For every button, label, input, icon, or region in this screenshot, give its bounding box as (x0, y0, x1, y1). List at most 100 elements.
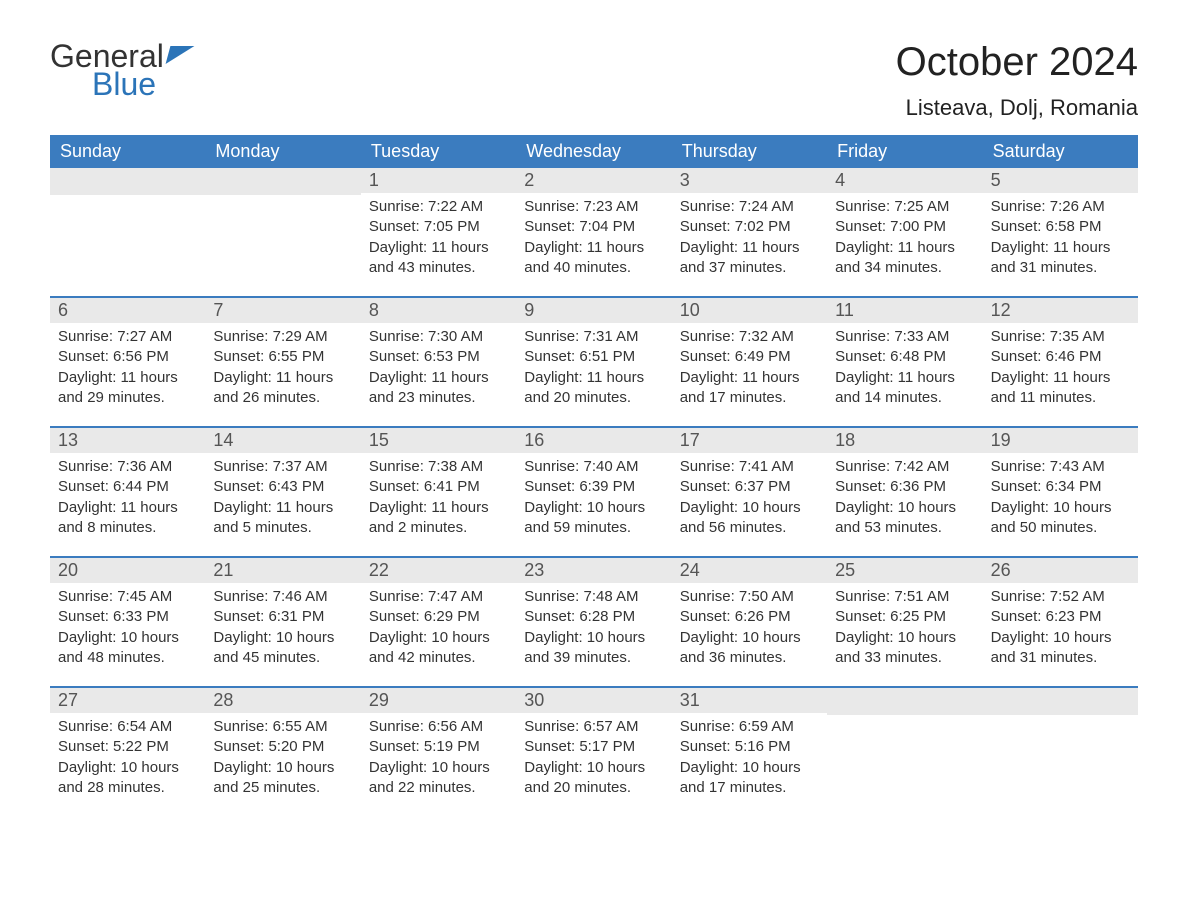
day-number: 30 (516, 688, 671, 713)
sunrise-line: Sunrise: 7:50 AM (680, 587, 819, 607)
day-number: 21 (205, 558, 360, 583)
day-body: Sunrise: 7:29 AMSunset: 6:55 PMDaylight:… (205, 323, 360, 420)
sunset-line: Sunset: 6:55 PM (213, 347, 352, 367)
sunset-line: Sunset: 6:44 PM (58, 477, 197, 497)
day-body: Sunrise: 7:32 AMSunset: 6:49 PMDaylight:… (672, 323, 827, 420)
weekday-cell: Thursday (672, 135, 827, 168)
day-cell: 7Sunrise: 7:29 AMSunset: 6:55 PMDaylight… (205, 298, 360, 426)
day-body: Sunrise: 7:43 AMSunset: 6:34 PMDaylight:… (983, 453, 1138, 550)
day-cell: 5Sunrise: 7:26 AMSunset: 6:58 PMDaylight… (983, 168, 1138, 296)
day-cell: 21Sunrise: 7:46 AMSunset: 6:31 PMDayligh… (205, 558, 360, 686)
day-cell: 27Sunrise: 6:54 AMSunset: 5:22 PMDayligh… (50, 688, 205, 816)
sunrise-line: Sunrise: 7:29 AM (213, 327, 352, 347)
title-block: October 2024 Listeava, Dolj, Romania (896, 40, 1138, 121)
day-body: Sunrise: 7:40 AMSunset: 6:39 PMDaylight:… (516, 453, 671, 550)
week-row: 1Sunrise: 7:22 AMSunset: 7:05 PMDaylight… (50, 168, 1138, 296)
day-body: Sunrise: 7:47 AMSunset: 6:29 PMDaylight:… (361, 583, 516, 680)
sunrise-line: Sunrise: 7:36 AM (58, 457, 197, 477)
day-number: 23 (516, 558, 671, 583)
weekday-cell: Monday (205, 135, 360, 168)
week-row: 27Sunrise: 6:54 AMSunset: 5:22 PMDayligh… (50, 686, 1138, 816)
daylight-line: Daylight: 10 hours and 28 minutes. (58, 758, 197, 799)
day-number: 15 (361, 428, 516, 453)
day-cell (983, 688, 1138, 816)
day-body: Sunrise: 7:24 AMSunset: 7:02 PMDaylight:… (672, 193, 827, 290)
day-number: 3 (672, 168, 827, 193)
sunset-line: Sunset: 6:29 PM (369, 607, 508, 627)
day-cell: 26Sunrise: 7:52 AMSunset: 6:23 PMDayligh… (983, 558, 1138, 686)
daylight-line: Daylight: 11 hours and 40 minutes. (524, 238, 663, 279)
daylight-line: Daylight: 10 hours and 59 minutes. (524, 498, 663, 539)
day-cell: 11Sunrise: 7:33 AMSunset: 6:48 PMDayligh… (827, 298, 982, 426)
location-label: Listeava, Dolj, Romania (896, 95, 1138, 121)
daylight-line: Daylight: 10 hours and 39 minutes. (524, 628, 663, 669)
day-number: 18 (827, 428, 982, 453)
sunrise-line: Sunrise: 7:46 AM (213, 587, 352, 607)
day-body: Sunrise: 7:35 AMSunset: 6:46 PMDaylight:… (983, 323, 1138, 420)
weekday-header-row: SundayMondayTuesdayWednesdayThursdayFrid… (50, 135, 1138, 168)
weekday-cell: Tuesday (361, 135, 516, 168)
sunrise-line: Sunrise: 7:30 AM (369, 327, 508, 347)
day-cell: 29Sunrise: 6:56 AMSunset: 5:19 PMDayligh… (361, 688, 516, 816)
day-cell: 19Sunrise: 7:43 AMSunset: 6:34 PMDayligh… (983, 428, 1138, 556)
sunrise-line: Sunrise: 7:41 AM (680, 457, 819, 477)
sunrise-line: Sunrise: 7:45 AM (58, 587, 197, 607)
sunset-line: Sunset: 6:26 PM (680, 607, 819, 627)
day-number: 24 (672, 558, 827, 583)
daylight-line: Daylight: 10 hours and 20 minutes. (524, 758, 663, 799)
sunrise-line: Sunrise: 7:42 AM (835, 457, 974, 477)
weekday-cell: Sunday (50, 135, 205, 168)
daylight-line: Daylight: 11 hours and 11 minutes. (991, 368, 1130, 409)
day-body: Sunrise: 7:38 AMSunset: 6:41 PMDaylight:… (361, 453, 516, 550)
day-body: Sunrise: 7:23 AMSunset: 7:04 PMDaylight:… (516, 193, 671, 290)
sunrise-line: Sunrise: 7:48 AM (524, 587, 663, 607)
day-cell (827, 688, 982, 816)
day-cell: 25Sunrise: 7:51 AMSunset: 6:25 PMDayligh… (827, 558, 982, 686)
day-body: Sunrise: 7:41 AMSunset: 6:37 PMDaylight:… (672, 453, 827, 550)
daylight-line: Daylight: 10 hours and 36 minutes. (680, 628, 819, 669)
sunset-line: Sunset: 6:39 PM (524, 477, 663, 497)
daylight-line: Daylight: 10 hours and 56 minutes. (680, 498, 819, 539)
daylight-line: Daylight: 10 hours and 53 minutes. (835, 498, 974, 539)
day-body: Sunrise: 6:55 AMSunset: 5:20 PMDaylight:… (205, 713, 360, 810)
daylight-line: Daylight: 10 hours and 50 minutes. (991, 498, 1130, 539)
logo-word-blue: Blue (92, 68, 164, 100)
week-row: 20Sunrise: 7:45 AMSunset: 6:33 PMDayligh… (50, 556, 1138, 686)
sunrise-line: Sunrise: 6:59 AM (680, 717, 819, 737)
sunset-line: Sunset: 6:43 PM (213, 477, 352, 497)
sunset-line: Sunset: 6:41 PM (369, 477, 508, 497)
empty-day-bar (983, 688, 1138, 715)
day-body: Sunrise: 7:22 AMSunset: 7:05 PMDaylight:… (361, 193, 516, 290)
day-number: 5 (983, 168, 1138, 193)
daylight-line: Daylight: 10 hours and 45 minutes. (213, 628, 352, 669)
day-cell: 8Sunrise: 7:30 AMSunset: 6:53 PMDaylight… (361, 298, 516, 426)
sunrise-line: Sunrise: 7:25 AM (835, 197, 974, 217)
day-number: 25 (827, 558, 982, 583)
sunset-line: Sunset: 5:16 PM (680, 737, 819, 757)
day-body: Sunrise: 7:25 AMSunset: 7:00 PMDaylight:… (827, 193, 982, 290)
sunset-line: Sunset: 5:19 PM (369, 737, 508, 757)
day-number: 9 (516, 298, 671, 323)
sunrise-line: Sunrise: 7:24 AM (680, 197, 819, 217)
week-row: 6Sunrise: 7:27 AMSunset: 6:56 PMDaylight… (50, 296, 1138, 426)
empty-day-bar (205, 168, 360, 195)
daylight-line: Daylight: 10 hours and 48 minutes. (58, 628, 197, 669)
day-cell: 13Sunrise: 7:36 AMSunset: 6:44 PMDayligh… (50, 428, 205, 556)
calendar: SundayMondayTuesdayWednesdayThursdayFrid… (50, 135, 1138, 816)
day-body: Sunrise: 7:46 AMSunset: 6:31 PMDaylight:… (205, 583, 360, 680)
sunset-line: Sunset: 6:53 PM (369, 347, 508, 367)
day-cell: 6Sunrise: 7:27 AMSunset: 6:56 PMDaylight… (50, 298, 205, 426)
day-body: Sunrise: 7:33 AMSunset: 6:48 PMDaylight:… (827, 323, 982, 420)
empty-day-bar (50, 168, 205, 195)
sunrise-line: Sunrise: 7:22 AM (369, 197, 508, 217)
day-number: 27 (50, 688, 205, 713)
day-cell: 18Sunrise: 7:42 AMSunset: 6:36 PMDayligh… (827, 428, 982, 556)
day-body: Sunrise: 7:31 AMSunset: 6:51 PMDaylight:… (516, 323, 671, 420)
sunset-line: Sunset: 5:20 PM (213, 737, 352, 757)
daylight-line: Daylight: 11 hours and 8 minutes. (58, 498, 197, 539)
sunrise-line: Sunrise: 7:23 AM (524, 197, 663, 217)
sunrise-line: Sunrise: 7:33 AM (835, 327, 974, 347)
sunrise-line: Sunrise: 7:37 AM (213, 457, 352, 477)
sunrise-line: Sunrise: 7:52 AM (991, 587, 1130, 607)
sunrise-line: Sunrise: 7:26 AM (991, 197, 1130, 217)
